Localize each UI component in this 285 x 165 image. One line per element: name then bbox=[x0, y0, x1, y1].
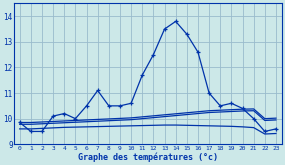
X-axis label: Graphe des températures (°c): Graphe des températures (°c) bbox=[78, 152, 218, 162]
